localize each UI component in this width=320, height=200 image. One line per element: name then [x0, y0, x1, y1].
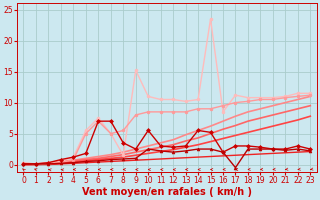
- X-axis label: Vent moyen/en rafales ( km/h ): Vent moyen/en rafales ( km/h ): [82, 187, 252, 197]
